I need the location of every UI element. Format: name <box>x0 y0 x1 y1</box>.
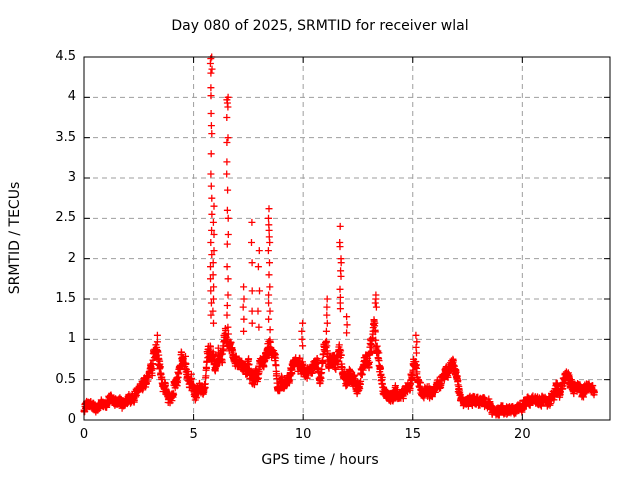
x-tick-label: 0 <box>79 427 89 442</box>
x-tick-label: 20 <box>514 427 531 442</box>
y-tick-label: 0 <box>67 412 76 427</box>
x-axis-label: GPS time / hours <box>261 452 379 468</box>
chart-title: Day 080 of 2025, SRMTID for receiver wla… <box>171 18 469 34</box>
y-tick-label: 3 <box>67 170 76 185</box>
x-tick-label: 10 <box>294 427 312 442</box>
plot-border <box>83 56 611 421</box>
scatter-series-markers <box>80 53 598 419</box>
y-tick-label: 0.5 <box>55 371 76 387</box>
x-tick-label: 5 <box>189 427 198 442</box>
x-tick-label: 15 <box>404 427 422 442</box>
y-tick-label: 2.5 <box>55 210 76 226</box>
y-tick-label: 4 <box>67 89 76 105</box>
y-tick-label: 1 <box>67 331 76 347</box>
y-tick-label: 1.5 <box>55 291 76 306</box>
y-tick-label: 3.5 <box>55 129 76 145</box>
y-tick-label: 4.5 <box>55 49 76 64</box>
y-tick-label: 2 <box>67 250 76 266</box>
